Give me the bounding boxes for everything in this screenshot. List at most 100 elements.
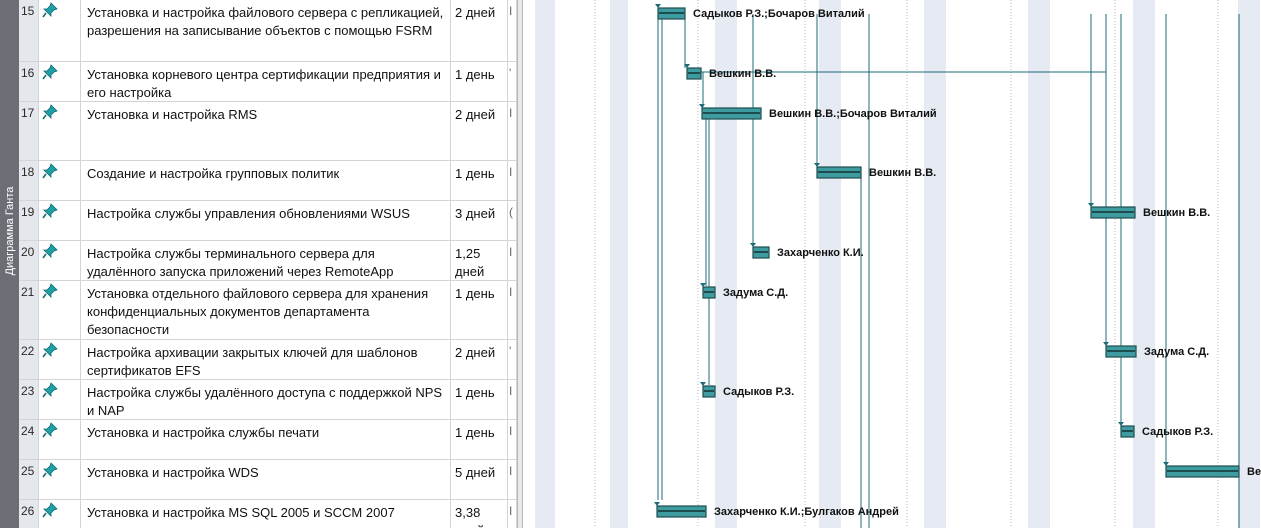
link-arrowhead [700, 283, 706, 287]
link-arrowhead [1103, 342, 1109, 346]
row-id: 18 [19, 161, 39, 200]
resource-label: Задума С.Д. [1144, 346, 1209, 358]
pin-icon [42, 462, 58, 478]
task-start-cut[interactable]: I [508, 460, 517, 499]
resource-label: Садыков Р.З. [1142, 426, 1213, 438]
task-start-cut[interactable]: I [508, 281, 517, 339]
weekend-stripe [715, 0, 737, 528]
weekend-stripe [535, 0, 555, 528]
row-id: 24 [19, 420, 39, 459]
task-name[interactable]: Настройка службы управления обновлениями… [81, 201, 451, 240]
task-bar-progress [1167, 470, 1238, 472]
row-id: 17 [19, 102, 39, 160]
task-duration[interactable]: 5 дней [451, 460, 508, 499]
task-bar-progress [659, 12, 684, 14]
task-start-cut[interactable]: I [508, 241, 517, 280]
task-start-cut[interactable]: I [508, 161, 517, 200]
indicator-cell [39, 460, 81, 499]
table-row[interactable]: 22 Настройка архивации закрытых ключей дл… [19, 340, 517, 380]
task-bar-progress [688, 72, 700, 74]
table-row[interactable]: 25 Установка и настройка WDS 5 дней I [19, 460, 517, 500]
table-row[interactable]: 19 Настройка службы управления обновления… [19, 201, 517, 241]
table-row[interactable]: 15 Установка и настройка файлового сервер… [19, 0, 517, 62]
task-duration[interactable]: 2 дней [451, 102, 508, 160]
resource-label: Вешкин В.В. [1143, 207, 1210, 219]
pin-icon [42, 64, 58, 80]
table-row[interactable]: 16 Установка корневого центра сертификаци… [19, 62, 517, 102]
task-duration[interactable]: 1 день [451, 161, 508, 200]
gantt-chart: Садыков Р.З.;Бочаров Виталий Вешкин В.В. В… [523, 0, 1261, 528]
task-bar-progress [658, 510, 705, 512]
task-start-cut[interactable]: I [508, 380, 517, 419]
task-duration[interactable]: 3,38 дней [451, 500, 508, 528]
task-start-cut[interactable]: ( [508, 201, 517, 240]
task-start-cut[interactable]: I [508, 500, 517, 528]
task-start-cut[interactable]: ' [508, 62, 517, 101]
task-start-cut[interactable]: I [508, 420, 517, 459]
task-name[interactable]: Настройка службы удалённого доступа с по… [81, 380, 451, 419]
table-row[interactable]: 17 Установка и настройка RMS 2 дней I [19, 102, 517, 161]
task-name[interactable]: Установка и настройка RMS [81, 102, 451, 160]
pin-icon [42, 502, 58, 518]
weekend-stripe [610, 0, 628, 528]
task-name[interactable]: Установка и настройка MS SQL 2005 и SCCM… [81, 500, 451, 528]
pin-icon [42, 203, 58, 219]
task-bar-progress [754, 251, 768, 253]
task-duration[interactable]: 2 дней [451, 340, 508, 379]
pin-icon [42, 2, 58, 18]
task-bar-progress [1107, 350, 1135, 352]
task-bar-progress [703, 112, 760, 114]
task-start-cut[interactable]: ' [508, 340, 517, 379]
task-name[interactable]: Установка корневого центра сертификации … [81, 62, 451, 101]
task-name[interactable]: Настройка архивации закрытых ключей для … [81, 340, 451, 379]
row-id: 25 [19, 460, 39, 499]
task-name[interactable]: Установка отдельного файлового сервера д… [81, 281, 451, 339]
task-table: 15 Установка и настройка файлового сервер… [19, 0, 517, 528]
row-id: 22 [19, 340, 39, 379]
pin-icon [42, 342, 58, 358]
task-bar-progress [704, 291, 714, 293]
link-arrowhead [814, 163, 820, 167]
task-name[interactable]: Установка и настройка файлового сервера … [81, 0, 451, 61]
task-start-cut[interactable]: I [508, 0, 517, 61]
task-duration[interactable]: 1 день [451, 62, 508, 101]
task-duration[interactable]: 1 день [451, 281, 508, 339]
weekend-stripe [1238, 0, 1260, 528]
task-bar-progress [704, 390, 714, 392]
task-start-cut[interactable]: I [508, 102, 517, 160]
resource-label: Садыков Р.З. [723, 386, 794, 398]
task-duration[interactable]: 2 дней [451, 0, 508, 61]
task-name[interactable]: Настройка службы терминального сервера д… [81, 241, 451, 280]
indicator-cell [39, 62, 81, 101]
table-row[interactable]: 23 Настройка службы удалённого доступа с … [19, 380, 517, 420]
indicator-cell [39, 161, 81, 200]
pane-splitter[interactable] [517, 0, 523, 528]
task-name[interactable]: Установка и настройка WDS [81, 460, 451, 499]
row-id: 19 [19, 201, 39, 240]
table-row[interactable]: 20 Настройка службы терминального сервера… [19, 241, 517, 281]
link-arrowhead [1088, 203, 1094, 207]
task-bar-progress [818, 171, 860, 173]
row-id: 26 [19, 500, 39, 528]
resource-label: Захарченко К.И. [777, 247, 864, 259]
pin-icon [42, 382, 58, 398]
table-row[interactable]: 24 Установка и настройка службы печати 1 д… [19, 420, 517, 460]
table-row[interactable]: 26 Установка и настройка MS SQL 2005 и SC… [19, 500, 517, 528]
task-duration[interactable]: 1,25 дней [451, 241, 508, 280]
task-duration[interactable]: 1 день [451, 420, 508, 459]
table-row[interactable]: 18 Создание и настройка групповых политик… [19, 161, 517, 201]
pin-icon [42, 283, 58, 299]
task-duration[interactable]: 3 дней [451, 201, 508, 240]
task-name[interactable]: Установка и настройка службы печати [81, 420, 451, 459]
table-row[interactable]: 21 Установка отдельного файлового сервера… [19, 281, 517, 340]
task-duration[interactable]: 1 день [451, 380, 508, 419]
resource-label: Вешкин В.В. [869, 167, 936, 179]
row-id: 21 [19, 281, 39, 339]
task-name[interactable]: Создание и настройка групповых политик [81, 161, 451, 200]
resource-label: Ве [1247, 466, 1261, 478]
link-arrowhead [750, 243, 756, 247]
pin-icon [42, 422, 58, 438]
link-arrowhead [700, 382, 706, 386]
link-arrowhead [654, 502, 660, 506]
link-arrowhead [684, 64, 690, 68]
